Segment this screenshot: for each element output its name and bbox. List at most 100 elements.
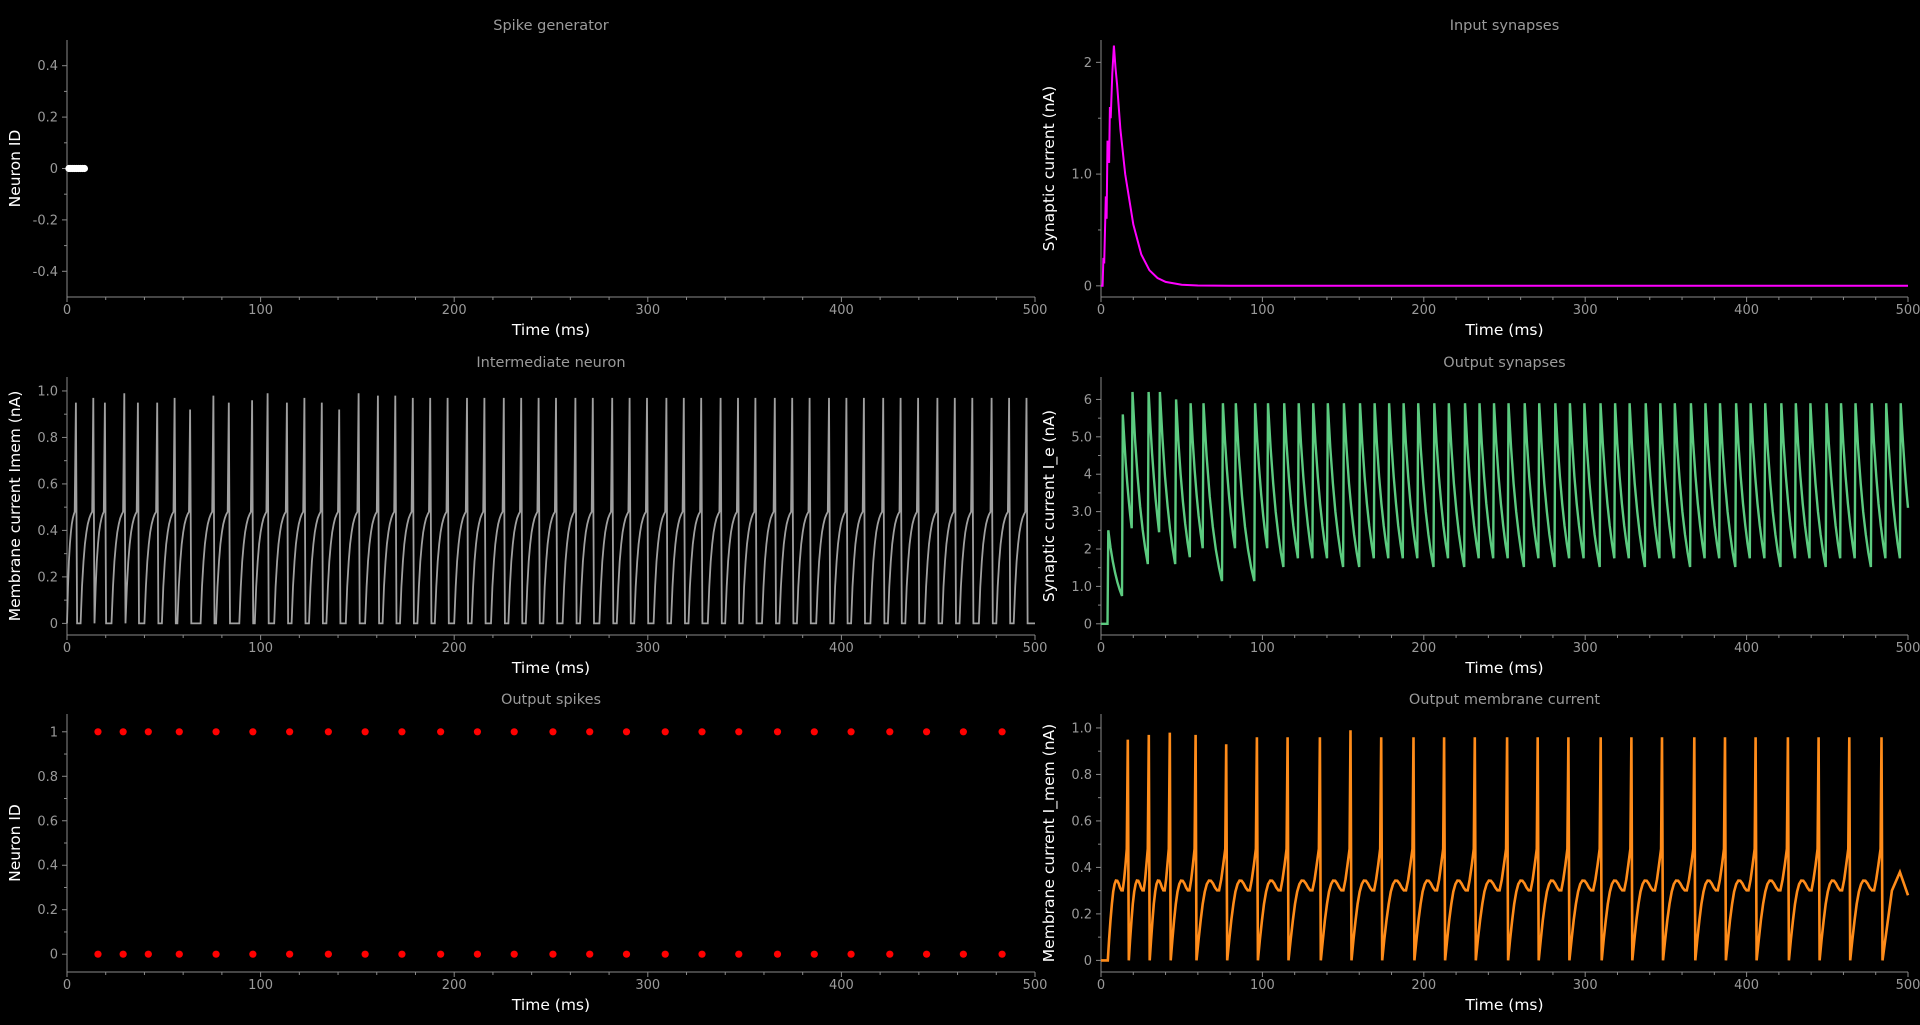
input-synapses-y-tick-label: 1.0 bbox=[1071, 168, 1092, 183]
output-spike-point bbox=[586, 728, 594, 736]
output-spike-point bbox=[473, 950, 482, 958]
input-synapses-x-tick-label: 300 bbox=[1573, 303, 1598, 318]
output-spike-point bbox=[773, 728, 782, 736]
output-spikes-x-tick-label: 200 bbox=[442, 978, 467, 993]
intermediate-neuron-x-tick-label: 300 bbox=[635, 641, 660, 656]
intermediate-neuron-y-tick-label: 0.2 bbox=[37, 570, 58, 585]
output-spike-point bbox=[510, 950, 518, 958]
output-membrane-x-tick-label: 0 bbox=[1097, 978, 1105, 993]
output-spike-point bbox=[437, 950, 445, 958]
output-synaptic-current-line bbox=[1101, 391, 1910, 625]
intermediate-neuron-y-tick-label: 0.4 bbox=[37, 524, 58, 539]
output-membrane-panel: Output membrane current 0 100 200 300 400 500 0… bbox=[1040, 692, 1920, 1014]
output-synapses-x-tick-label: 100 bbox=[1250, 641, 1275, 656]
output-spike-point bbox=[810, 950, 818, 958]
output-spike-point bbox=[437, 728, 445, 736]
input-synapses-x-tick-label: 400 bbox=[1734, 303, 1759, 318]
input-synapses-panel: Input synapses 0 100 200 300 400 500 0 1.0 2 Time … bbox=[1040, 18, 1920, 339]
output-synapses-title: Output synapses bbox=[1443, 355, 1565, 371]
output-synapses-y-tick-label: 0 bbox=[1084, 617, 1092, 632]
output-spike-point bbox=[847, 950, 855, 958]
output-spike-point bbox=[119, 728, 127, 736]
output-spikes-x-label: Time (ms) bbox=[511, 996, 590, 1014]
input-synapses-x-tick-label: 200 bbox=[1411, 303, 1436, 318]
spike-generator-y-label: Neuron ID bbox=[6, 130, 24, 208]
output-spikes-y-tick-label: 0.2 bbox=[37, 903, 58, 918]
output-spike-point bbox=[810, 728, 818, 736]
output-spike-point bbox=[886, 728, 894, 736]
output-spikes-y-tick-label: 1 bbox=[50, 725, 58, 740]
output-synapses-x-tick-label: 500 bbox=[1896, 641, 1920, 656]
output-spike-point bbox=[473, 728, 482, 736]
output-spikes-title: Output spikes bbox=[501, 692, 601, 708]
output-spikes-x-tick-label: 400 bbox=[829, 978, 854, 993]
intermediate-neuron-x-tick-label: 400 bbox=[829, 641, 854, 656]
intermediate-neuron-y-tick-label: 0 bbox=[50, 617, 58, 632]
spike-generator-x-tick-label: 400 bbox=[829, 303, 854, 318]
output-spike-point bbox=[622, 950, 631, 958]
output-membrane-y-tick-label: 0.8 bbox=[1071, 768, 1092, 783]
output-synapses-x-tick-label: 400 bbox=[1734, 641, 1759, 656]
output-spike-point bbox=[661, 950, 669, 958]
output-spike-point bbox=[735, 950, 743, 958]
output-membrane-x-tick-label: 300 bbox=[1573, 978, 1598, 993]
output-synapses-y-tick-label: 5.0 bbox=[1071, 430, 1092, 445]
output-membrane-y-tick-label: 0 bbox=[1084, 954, 1092, 969]
intermediate-neuron-x-tick-label: 500 bbox=[1023, 641, 1048, 656]
output-membrane-x-tick-label: 100 bbox=[1250, 978, 1275, 993]
input-synapses-x-tick-label: 100 bbox=[1250, 303, 1275, 318]
output-spikes-y-tick-label: 0.8 bbox=[37, 770, 58, 785]
output-spike-point bbox=[249, 728, 257, 736]
output-spikes-x-tick-label: 0 bbox=[63, 978, 71, 993]
output-spikes-panel: Output spikes 0 100 200 300 400 500 0 0.2 0.4 0.6 0… bbox=[6, 692, 1047, 1014]
output-spike-point bbox=[698, 950, 706, 958]
output-spike-point bbox=[361, 728, 369, 736]
output-spike-point bbox=[847, 728, 855, 736]
output-synapses-x-label: Time (ms) bbox=[1464, 659, 1543, 677]
output-spike-point bbox=[144, 950, 152, 958]
output-spike-point bbox=[324, 728, 332, 736]
output-spike-point bbox=[175, 950, 183, 958]
spike-generator-y-tick-label: -0.2 bbox=[33, 213, 58, 228]
output-spike-point bbox=[922, 728, 931, 736]
output-spike-point bbox=[622, 728, 631, 736]
spike-generator-x-tick-label: 200 bbox=[442, 303, 467, 318]
output-membrane-y-tick-label: 0.6 bbox=[1071, 814, 1092, 829]
intermediate-neuron-x-label: Time (ms) bbox=[511, 659, 590, 677]
output-spike-point bbox=[959, 728, 967, 736]
output-synapses-x-tick-label: 200 bbox=[1411, 641, 1436, 656]
output-synapses-y-tick-label: 3.0 bbox=[1071, 505, 1092, 520]
output-membrane-x-tick-label: 200 bbox=[1411, 978, 1436, 993]
output-spike-point bbox=[998, 728, 1006, 736]
output-spike-point bbox=[586, 950, 594, 958]
input-spike-point bbox=[80, 164, 89, 173]
spike-generator-x-tick-label: 100 bbox=[248, 303, 273, 318]
output-synapses-x-tick-label: 300 bbox=[1573, 641, 1598, 656]
output-spikes-y-tick-label: 0.4 bbox=[37, 859, 58, 874]
output-spike-point bbox=[94, 728, 102, 736]
input-synapses-x-tick-label: 500 bbox=[1896, 303, 1920, 318]
output-membrane-x-label: Time (ms) bbox=[1464, 996, 1543, 1014]
output-membrane-y-label: Membrane current I_mem (nA) bbox=[1040, 724, 1059, 962]
output-spikes-x-tick-label: 300 bbox=[635, 978, 660, 993]
input-synapses-title: Input synapses bbox=[1450, 18, 1560, 34]
output-spike-point bbox=[959, 950, 967, 958]
intermediate-neuron-x-tick-label: 200 bbox=[442, 641, 467, 656]
spike-generator-y-tick-label: 0 bbox=[50, 162, 58, 177]
output-spike-point bbox=[510, 728, 518, 736]
spike-generator-x-label: Time (ms) bbox=[511, 321, 590, 339]
spike-generator-y-tick-label: 0.2 bbox=[37, 111, 58, 126]
output-membrane-y-tick-label: 0.4 bbox=[1071, 861, 1092, 876]
output-synapses-x-tick-label: 0 bbox=[1097, 641, 1105, 656]
intermediate-neuron-x-tick-label: 0 bbox=[63, 641, 71, 656]
output-spike-point bbox=[998, 950, 1006, 958]
output-spike-point bbox=[661, 728, 669, 736]
output-spike-point bbox=[361, 950, 369, 958]
spike-generator-y-tick-label: 0.4 bbox=[37, 59, 58, 74]
intermediate-membrane-current-line bbox=[66, 393, 1035, 625]
output-spike-point bbox=[698, 728, 706, 736]
spike-generator-title: Spike generator bbox=[493, 18, 608, 34]
output-spike-point bbox=[324, 950, 332, 958]
output-membrane-y-tick-label: 1.0 bbox=[1071, 721, 1092, 736]
